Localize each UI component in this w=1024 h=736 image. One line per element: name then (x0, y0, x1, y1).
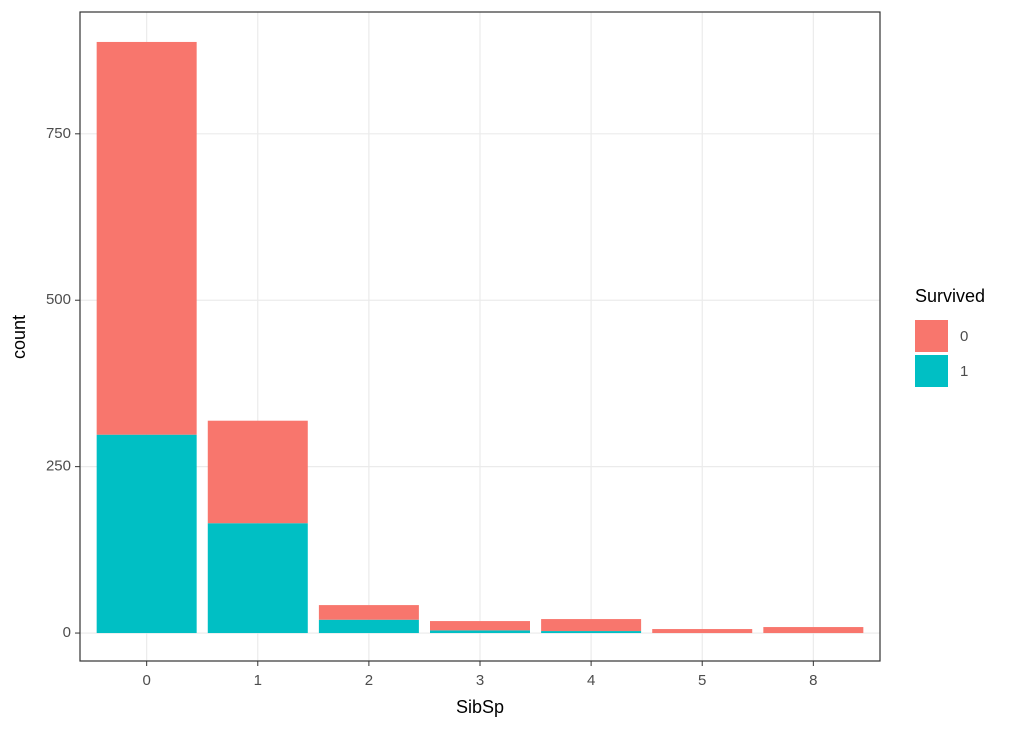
bar-segment (96, 434, 197, 634)
bar-segment (541, 619, 642, 632)
y-tick-label: 750 (46, 125, 71, 142)
legend-key (915, 355, 948, 387)
bar-segment (318, 619, 419, 634)
legend-label: 0 (960, 328, 968, 345)
x-tick-label: 8 (809, 672, 817, 689)
x-tick-label: 2 (365, 672, 373, 689)
y-tick-label: 0 (63, 624, 71, 641)
x-tick-label: 4 (587, 672, 595, 689)
legend-key (915, 320, 948, 352)
x-tick-label: 0 (142, 672, 150, 689)
legend-title: Survived (915, 286, 985, 306)
bar-segment (96, 41, 197, 435)
y-tick-label: 500 (46, 291, 71, 308)
x-tick-label: 5 (698, 672, 706, 689)
bar-segment (430, 630, 530, 634)
legend-label: 1 (960, 363, 968, 380)
bar-segment (763, 627, 864, 634)
bar-segment (207, 420, 308, 524)
y-axis-title: count (9, 315, 29, 359)
bar-segment (652, 629, 753, 634)
bar-segment (541, 631, 642, 634)
x-tick-label: 3 (476, 672, 484, 689)
bar-segment (318, 605, 419, 620)
x-axis-title: SibSp (456, 697, 504, 717)
y-tick-label: 250 (46, 458, 71, 475)
bar-segment (430, 621, 530, 631)
x-tick-label: 1 (254, 672, 262, 689)
bar-segment (207, 523, 308, 634)
